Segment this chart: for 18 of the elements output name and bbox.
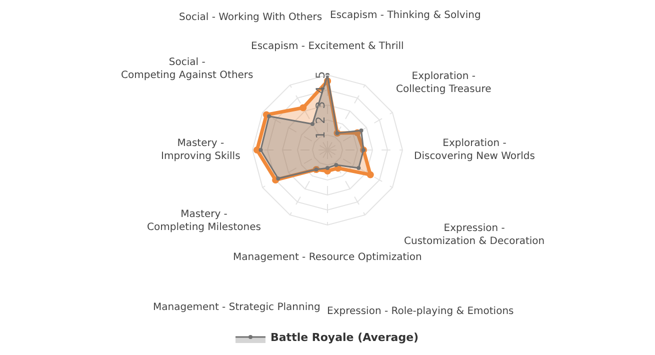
spoke-label: Exploration - Discovering New Worlds [414, 138, 535, 162]
spoke-label: Expression - Role-playing & Emotions [327, 306, 514, 317]
spoke-label: Mastery - Improving Skills [161, 138, 240, 162]
spoke-label: Escapism - Thinking & Solving [330, 10, 481, 21]
y-tick-label: 2 [314, 116, 328, 124]
spoke-label: Management - Strategic Planning [153, 302, 320, 313]
y-tick-label: 3 [314, 101, 328, 109]
y-tick-label: 4 [314, 86, 328, 94]
spoke-label: Social - Working With Others [179, 12, 322, 23]
spoke-label: Mastery - Completing Milestones [147, 209, 261, 233]
spoke-label: Exploration - Collecting Treasure [396, 71, 492, 95]
spoke-label: Escapism - Excitement & Thrill [251, 41, 404, 52]
legend-label: Battle Royale (Average) [270, 331, 419, 344]
spoke-label: Social - Competing Against Others [121, 57, 254, 81]
y-tick-label: 1 [314, 131, 328, 139]
spoke-label: Expression - Customization & Decoration [404, 223, 545, 247]
spoke-label: Management - Resource Optimization [233, 252, 422, 263]
y-tick-label: 5 [314, 71, 328, 79]
